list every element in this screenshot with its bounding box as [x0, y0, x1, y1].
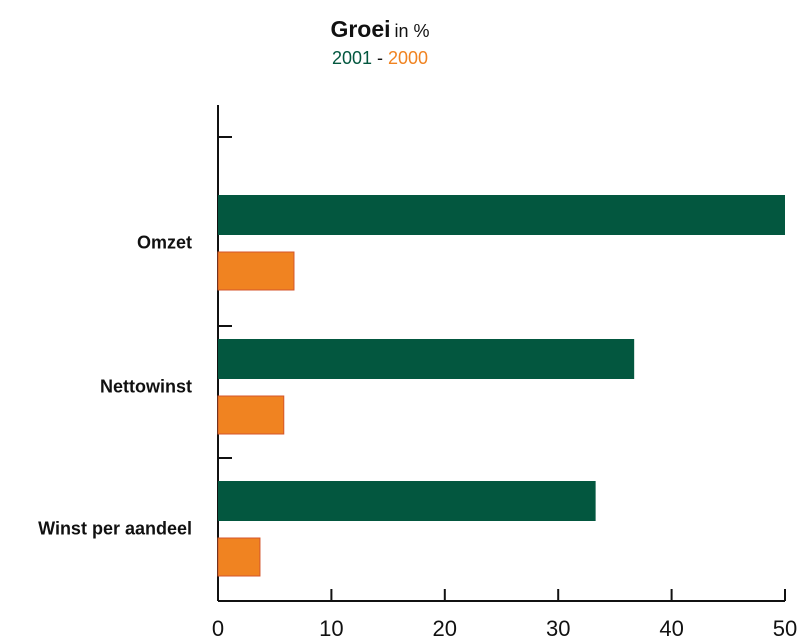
x-tick-label: 0 — [212, 616, 224, 640]
bar-2000 — [217, 251, 295, 291]
bar-2000 — [217, 395, 285, 435]
bar-2001 — [218, 195, 785, 235]
chart-title-main: Groei — [330, 16, 391, 42]
subtitle-series-2000: 2000 — [388, 48, 429, 68]
category-label: Omzet — [137, 233, 192, 253]
subtitle-separator: - — [377, 48, 383, 68]
x-tick-label: 30 — [546, 616, 570, 640]
bar-2001 — [218, 339, 635, 379]
category-label: Nettowinst — [100, 377, 192, 397]
x-tick-label: 10 — [319, 616, 343, 640]
chart-labels: 0 10 20 30 40 50 Omzet Nettowinst Winst per aand… — [38, 233, 797, 640]
chart-subtitle: 2001 - 2000 — [0, 46, 760, 70]
x-tick-label: 40 — [659, 616, 683, 640]
chart-bars — [217, 195, 785, 577]
x-tick-label: 50 — [773, 616, 797, 640]
subtitle-series-2001: 2001 — [331, 48, 372, 68]
chart-title-unit: in % — [394, 21, 430, 41]
chart-title: Groei in % — [0, 14, 760, 46]
category-label: Winst per aandeel — [38, 519, 192, 539]
bar-2001 — [218, 481, 596, 521]
chart-title-block: Groei in % 2001 - 2000 — [0, 14, 760, 70]
bar-2000 — [217, 537, 261, 577]
x-tick-label: 20 — [433, 616, 457, 640]
